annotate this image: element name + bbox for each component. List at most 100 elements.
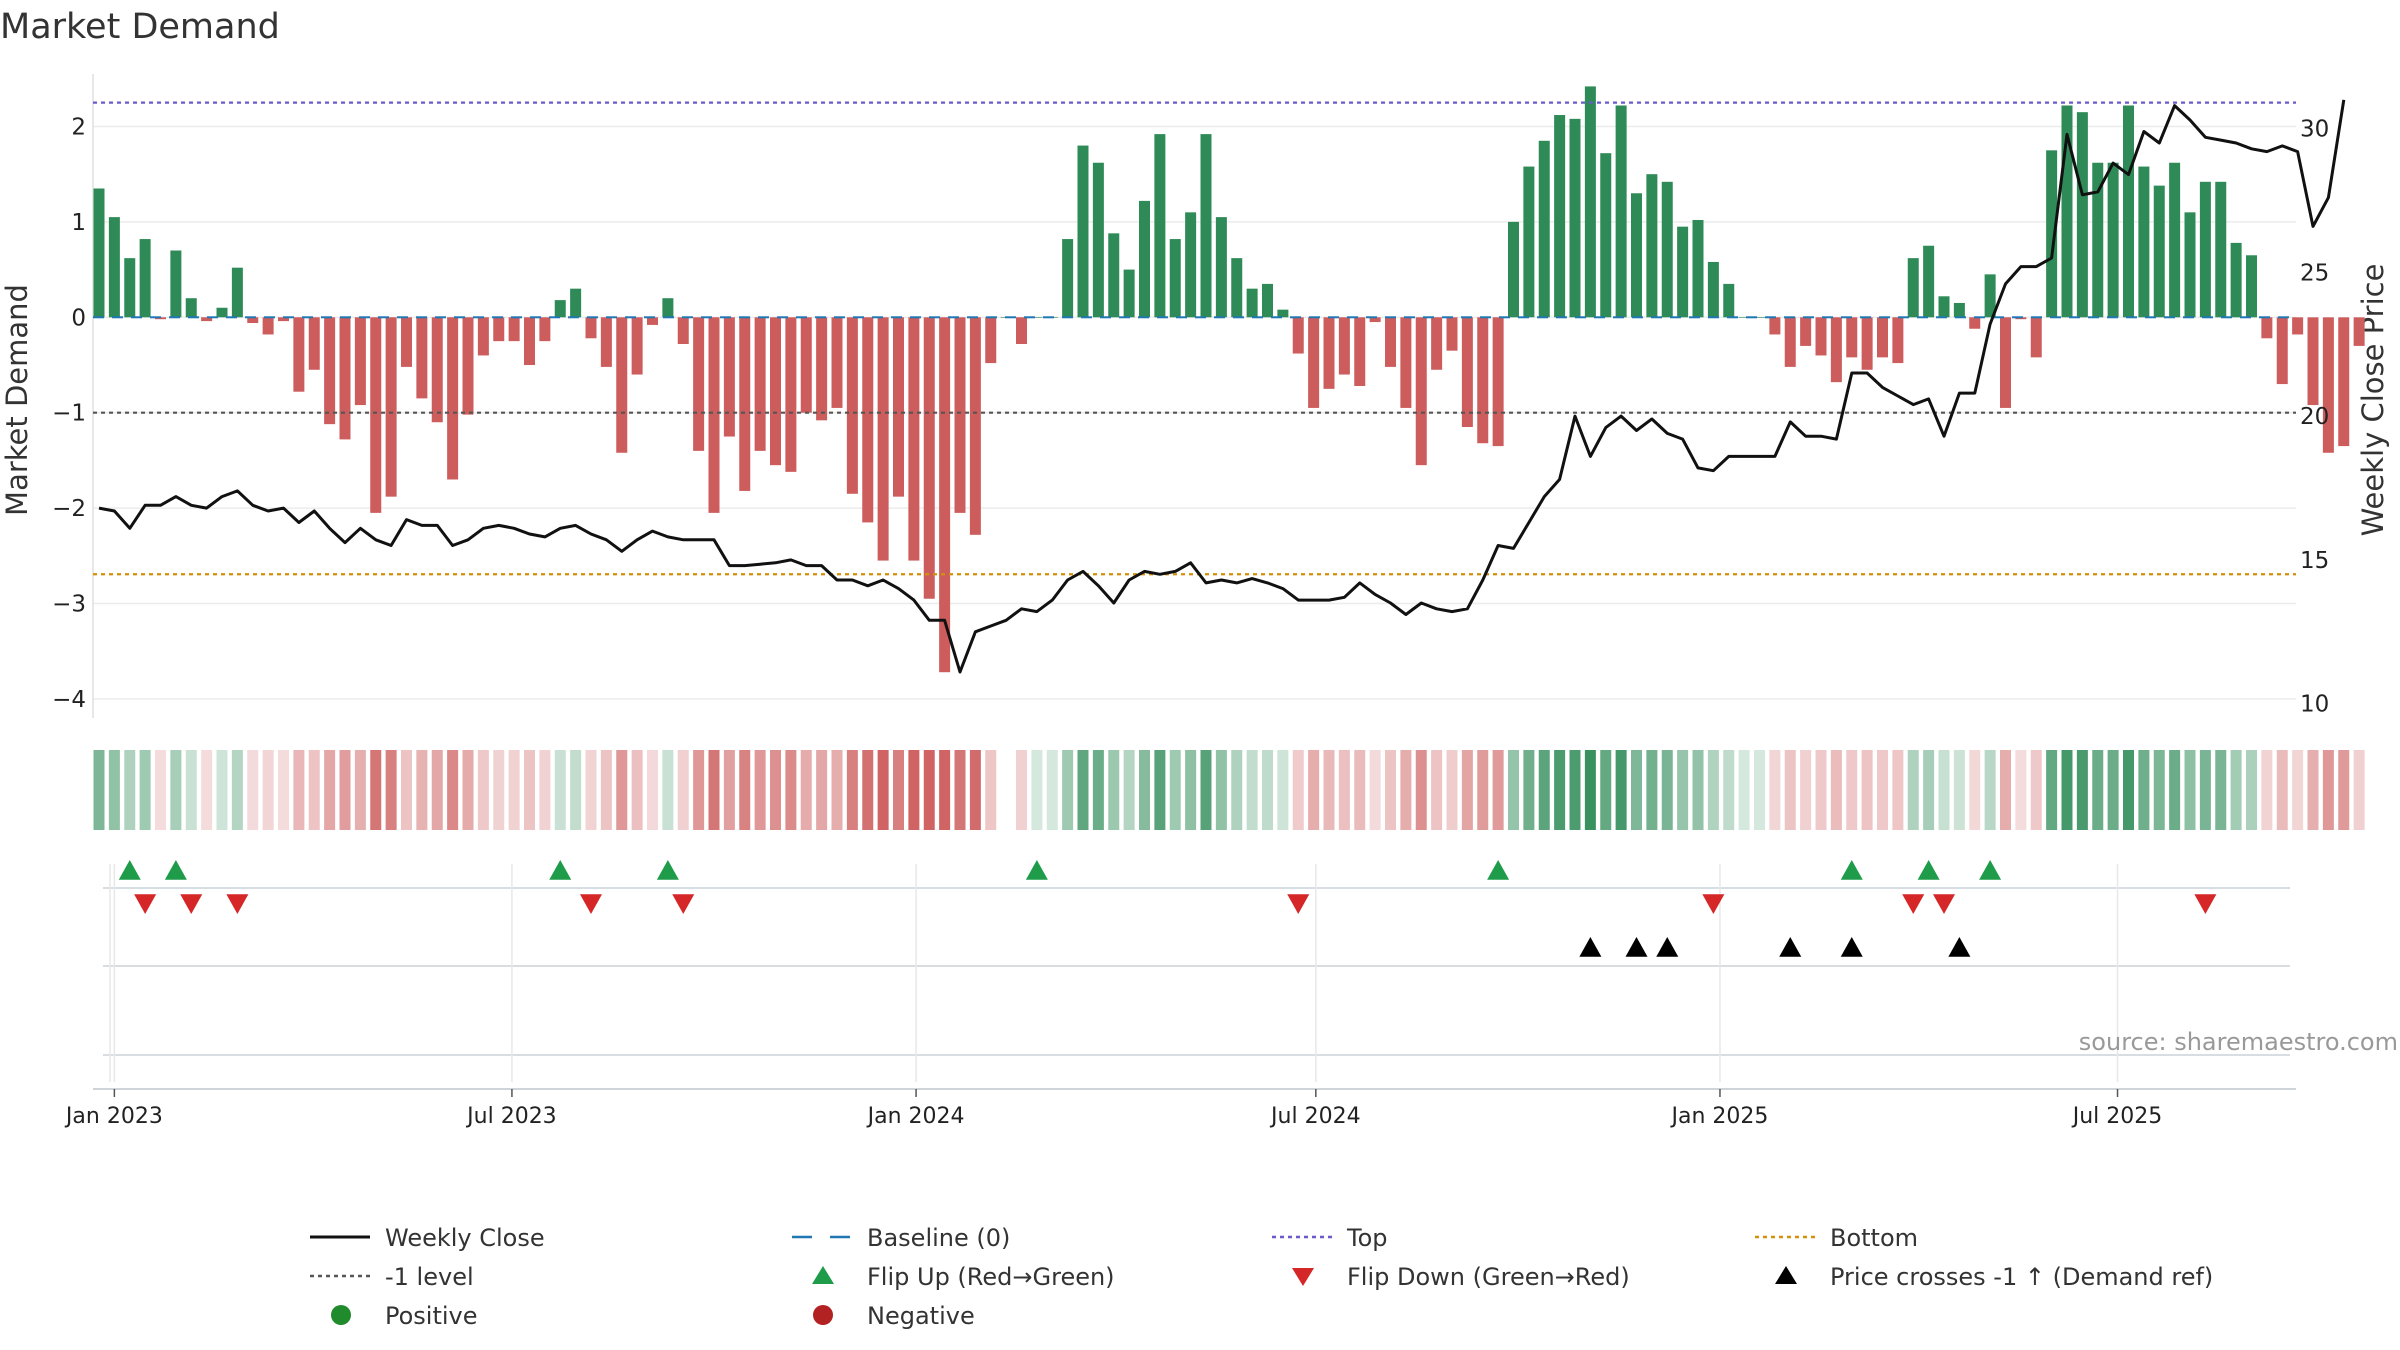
demand-strip-cell [1246,750,1258,830]
demand-strip-cell [1907,750,1919,830]
demand-bar [1892,317,1904,364]
demand-strip-cell [1123,750,1135,830]
demand-bar [1139,200,1150,318]
flip-up-marker [164,860,187,880]
demand-strip-cell [1508,750,1519,830]
demand-bar [1108,233,1120,318]
demand-bar [1185,212,1197,318]
demand-strip-cell [2123,750,2134,830]
demand-bar [1400,317,1412,408]
demand-bar [2107,162,2119,318]
demand-strip-cell [723,750,735,830]
demand-bar [447,317,459,480]
legend-flip-down-label: Flip Down (Green→Red) [1347,1263,1630,1291]
legend-top-label: Top [1346,1224,1388,1252]
legend-minus-one-label: -1 level [385,1263,474,1291]
demand-strip-cell [155,750,166,830]
demand-strip-cell [908,750,920,830]
y-right-tick-label: 15 [2300,548,2329,574]
demand-strip-cell [1431,750,1443,830]
demand-strip-cell [2107,750,2119,830]
demand-strip-cell [1046,750,1058,830]
demand-bar [1446,317,1458,351]
demand-strip-cell [677,750,689,830]
demand-bar [862,317,874,523]
demand-strip-cell [201,750,213,830]
demand-strip-cell [1185,750,1197,830]
demand-strip-cell [1308,750,1320,830]
demand-strip-cell [431,750,443,830]
legend: Weekly Close Baseline (0) Top Bottom -1 leve… [310,1224,2213,1330]
demand-bar [2092,162,2104,318]
flip-down-marker [1902,894,1925,914]
demand-bar [677,317,689,345]
demand-strip-cell [1646,750,1658,830]
demand-bar [2246,255,2257,318]
demand-strip-cell [1354,750,1366,830]
demand-bar [354,317,366,406]
demand-strip-cell [2046,750,2058,830]
flip-up-marker [1025,860,1048,880]
demand-bar [1154,134,1166,318]
demand-bar [1646,174,1658,318]
demand-strip-cell [493,750,505,830]
demand-bar [1477,317,1489,444]
demand-strip-cell [1877,750,1888,830]
demand-bar [1338,317,1350,375]
flip-down-marker [580,894,602,914]
demand-bar [631,317,643,375]
y-left-tick-label: −3 [52,592,86,618]
demand-strip-cell [862,750,874,830]
demand-strip-cell [693,750,705,830]
demand-bar [1431,317,1443,370]
demand-bar [1323,317,1335,389]
demand-bar [923,317,935,599]
demand-bar [401,317,412,367]
demand-strip-cell [1415,750,1427,830]
legend-negative-label: Negative [867,1302,975,1330]
demand-bar [170,250,182,318]
demand-bar [1984,274,1996,318]
price-cross-marker [1625,937,1648,957]
price-cross-marker [1779,937,1802,957]
x-tick-label: Jan 2024 [866,1104,965,1129]
demand-bar [308,317,320,370]
demand-strip-cell [401,750,412,830]
demand-bar [1692,219,1704,318]
demand-strip-cell [2338,750,2350,830]
demand-bar [969,317,981,535]
demand-strip-cell [1062,750,1074,830]
y-left-tick-label: −4 [52,687,86,713]
demand-bar [554,300,566,318]
demand-strip-cell [139,750,151,830]
x-tick-label: Jan 2025 [1670,1104,1769,1129]
demand-strip-cell [2061,750,2073,830]
demand-strip-cell [262,750,274,830]
demand-strip-cell [1569,750,1581,830]
demand-bar [1492,317,1504,447]
demand-bar [908,317,920,561]
demand-strip-cell [2215,750,2227,830]
demand-strip-cell [1323,750,1335,830]
demand-bar [2292,317,2304,335]
demand-bar [2230,242,2242,318]
demand-strip-cell [1661,750,1673,830]
demand-strip-cell [570,750,582,830]
demand-bar [739,317,751,491]
demand-strip-cell [662,750,674,830]
demand-bar [2322,317,2334,453]
demand-strip-cell [647,750,658,830]
y-axis-label-left: Market Demand [0,284,34,516]
legend-positive-label: Positive [385,1302,478,1330]
flip-down-marker [1933,894,1955,914]
demand-strip-cell [1139,750,1150,830]
demand-bar [524,317,535,365]
legend-flip-up-label: Flip Up (Red→Green) [867,1263,1115,1291]
demand-bar [1062,239,1074,318]
demand-strip-cell [1231,750,1243,830]
demand-strip-cell [1800,750,1812,830]
y-right-tick-label: 10 [2300,692,2329,718]
legend-price-cross-swatch [1775,1266,1797,1284]
demand-bar [231,267,243,318]
